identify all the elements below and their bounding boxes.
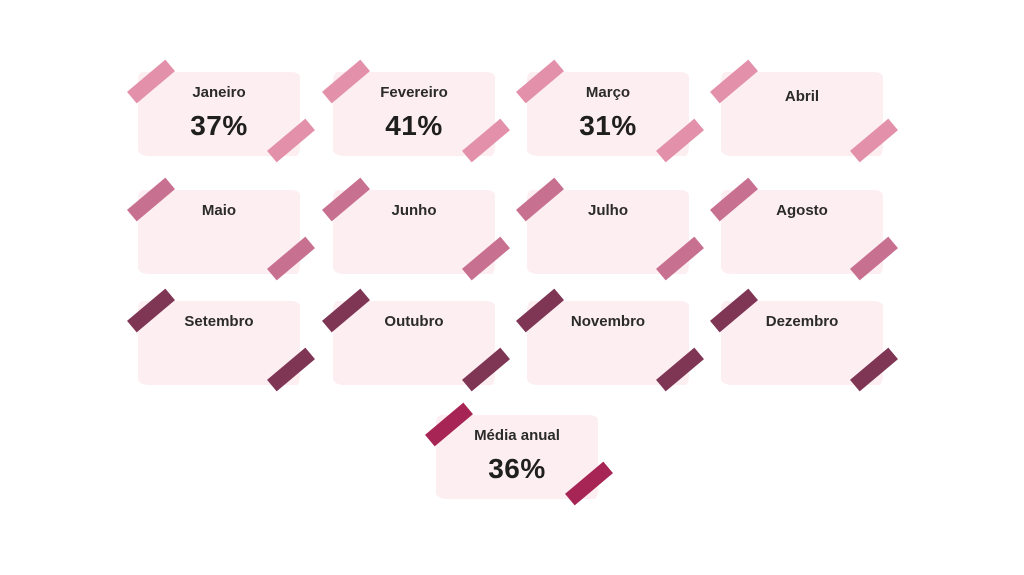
month-label: Janeiro: [192, 84, 246, 101]
month-value: 37%: [190, 110, 248, 141]
month-card-fevereiro: Fevereiro 41%: [322, 59, 510, 163]
month-label: Novembro: [570, 313, 646, 330]
note-paper: [527, 190, 689, 274]
note-paper: [527, 72, 689, 156]
month-card-junho: Junho: [322, 177, 510, 281]
note-paper: [333, 301, 495, 385]
month-label: Dezembro: [765, 313, 839, 330]
month-card-abril: Abril: [710, 59, 898, 163]
note-paper: [721, 72, 883, 156]
note-paper: [333, 72, 495, 156]
month-card-outubro: Outubro: [322, 288, 510, 392]
month-label: Agosto: [776, 202, 828, 219]
month-label: Junho: [391, 202, 437, 219]
month-card-setembro: Setembro: [127, 288, 315, 392]
note-paper: [436, 415, 598, 499]
month-card-agosto: Agosto: [710, 177, 898, 281]
annual-average-card: Média anual 36%: [425, 402, 613, 506]
month-card-julho: Julho: [516, 177, 704, 281]
month-card-maio: Maio: [127, 177, 315, 281]
month-label: Fevereiro: [380, 84, 448, 101]
note-paper: [138, 190, 300, 274]
month-label: Setembro: [184, 313, 254, 330]
month-label: Maio: [201, 202, 237, 219]
month-card-novembro: Novembro: [516, 288, 704, 392]
month-label: Outubro: [384, 313, 444, 330]
month-label: Abril: [784, 88, 820, 105]
note-paper: [333, 190, 495, 274]
note-paper: [527, 301, 689, 385]
note-paper: [721, 190, 883, 274]
month-label: Março: [585, 84, 631, 101]
summary-value: 36%: [488, 453, 546, 484]
month-card-janeiro: Janeiro 37%: [127, 59, 315, 163]
note-paper: [138, 301, 300, 385]
note-paper: [721, 301, 883, 385]
month-value: 41%: [385, 110, 443, 141]
month-label: Julho: [588, 202, 628, 219]
summary-label: Média anual: [474, 427, 560, 444]
month-card-dezembro: Dezembro: [710, 288, 898, 392]
note-paper: [138, 72, 300, 156]
month-value: 31%: [579, 110, 637, 141]
month-card-marco: Março 31%: [516, 59, 704, 163]
